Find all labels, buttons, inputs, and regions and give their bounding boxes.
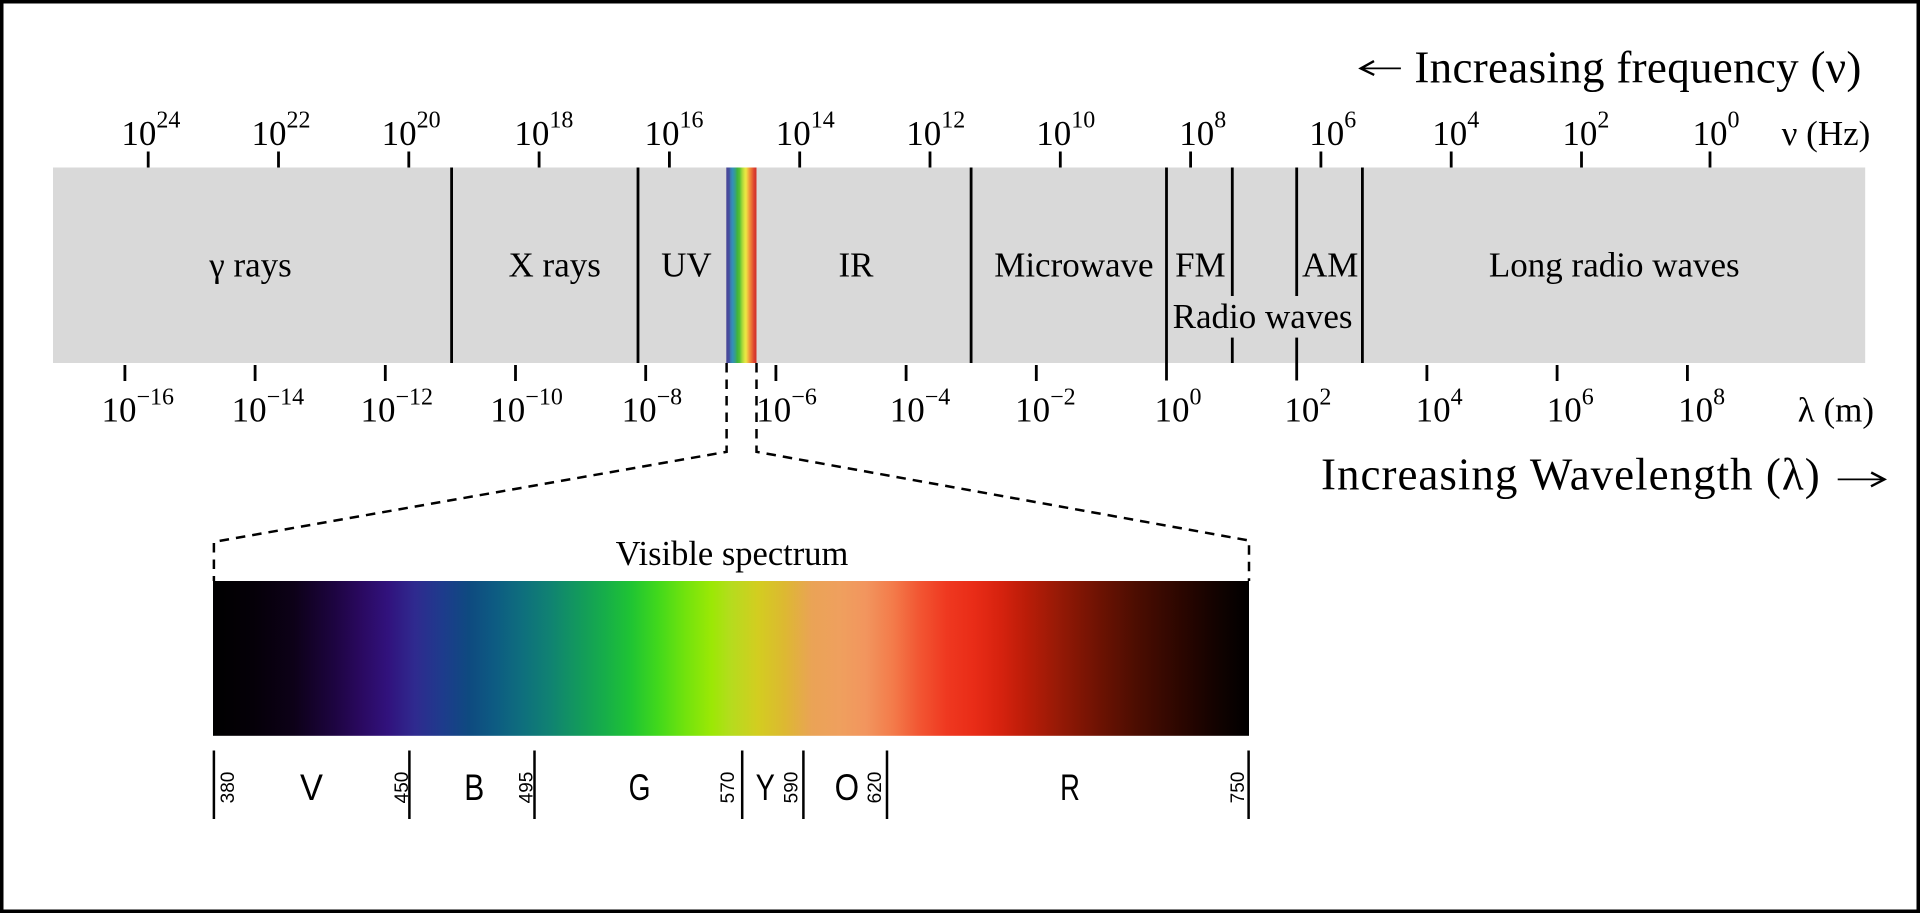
svg-text:380: 380 (218, 772, 239, 804)
svg-text:ν (Hz): ν (Hz) (1782, 114, 1871, 153)
svg-text:1020: 1020 (382, 108, 441, 153)
svg-text:10−6: 10−6 (756, 385, 817, 430)
svg-text:γ rays: γ rays (208, 246, 292, 285)
svg-text:G: G (629, 766, 651, 808)
svg-text:Radio waves: Radio waves (1173, 297, 1353, 336)
svg-text:1016: 1016 (645, 108, 704, 153)
svg-text:λ (m): λ (m) (1798, 391, 1874, 430)
svg-text:O: O (835, 768, 859, 809)
svg-text:Increasing Wavelength (λ): Increasing Wavelength (λ) (1321, 450, 1821, 500)
svg-text:495: 495 (517, 772, 538, 804)
svg-text:104: 104 (1416, 385, 1463, 430)
svg-text:Increasing frequency (ν): Increasing frequency (ν) (1414, 43, 1861, 93)
svg-text:Long radio waves: Long radio waves (1489, 246, 1740, 285)
svg-text:Y: Y (756, 768, 775, 809)
svg-text:X rays: X rays (509, 246, 601, 285)
svg-text:450: 450 (392, 772, 413, 804)
svg-text:1010: 1010 (1036, 108, 1095, 153)
svg-text:Microwave: Microwave (994, 246, 1153, 285)
svg-text:UV: UV (661, 246, 712, 285)
svg-text:V: V (300, 767, 323, 808)
svg-text:FM: FM (1175, 246, 1226, 285)
svg-text:620: 620 (865, 772, 886, 804)
svg-text:590: 590 (782, 772, 803, 804)
svg-text:B: B (464, 768, 484, 809)
svg-text:IR: IR (839, 246, 875, 285)
svg-text:Visible spectrum: Visible spectrum (616, 535, 849, 573)
svg-text:108: 108 (1678, 385, 1725, 430)
svg-text:AM: AM (1302, 246, 1358, 285)
svg-text:102: 102 (1562, 108, 1609, 153)
svg-text:570: 570 (718, 772, 739, 804)
svg-text:750: 750 (1228, 772, 1249, 804)
svg-text:R: R (1060, 767, 1080, 808)
